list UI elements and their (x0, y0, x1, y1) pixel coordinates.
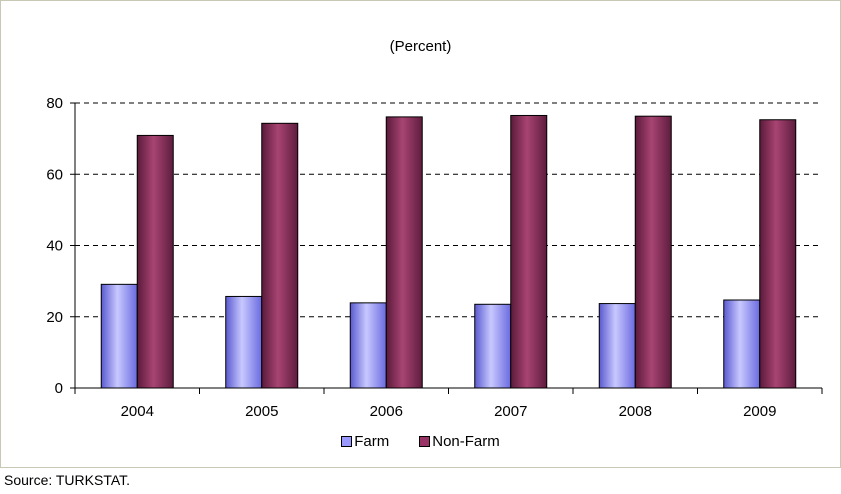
x-tick-label: 2005 (245, 403, 278, 420)
x-tick-label: 2009 (743, 403, 776, 420)
y-tick-label: 20 (46, 309, 63, 326)
bar-farm-2007 (474, 303, 512, 389)
y-tick-label: 0 (55, 380, 63, 397)
legend-swatch-non-farm (419, 436, 431, 447)
legend-item-non-farm: Non-Farm (419, 433, 500, 450)
bar-farm-2004 (100, 283, 138, 389)
y-tick-label: 60 (46, 166, 63, 183)
y-tick-label: 40 (46, 238, 63, 255)
tick-labels: 0 20 40 60 80 2004 2005 2006 2007 2008 2009 (46, 95, 776, 420)
bar-non-farm-2005 (261, 122, 299, 389)
bar-non-farm-2008 (634, 115, 672, 389)
gridlines (75, 102, 822, 318)
bar-farm-2006 (349, 302, 387, 389)
bar-non-farm-2009 (759, 119, 797, 389)
legend-label-farm: Farm (354, 433, 390, 450)
x-tick-label: 2008 (619, 403, 652, 420)
axes (70, 102, 823, 394)
bar-farm-2005 (225, 295, 263, 389)
chart-title: (Percent) (389, 38, 452, 55)
legend-item-farm: Farm (341, 433, 389, 450)
bar-farm-2008 (598, 303, 636, 389)
bars (100, 114, 797, 389)
x-tick-label: 2004 (121, 403, 154, 420)
x-tick-label: 2007 (494, 403, 527, 420)
y-tick-label: 80 (46, 95, 63, 112)
legend-swatch-farm (341, 436, 353, 447)
legend: Farm Non-Farm (0, 433, 841, 450)
bar-non-farm-2006 (385, 116, 423, 389)
x-tick-label: 2006 (370, 403, 403, 420)
bar-non-farm-2004 (136, 134, 174, 389)
legend-label-non-farm: Non-Farm (432, 433, 500, 450)
bar-non-farm-2007 (510, 114, 548, 389)
source-note: Source: TURKSTAT. (4, 472, 131, 488)
bar-farm-2009 (723, 299, 761, 389)
